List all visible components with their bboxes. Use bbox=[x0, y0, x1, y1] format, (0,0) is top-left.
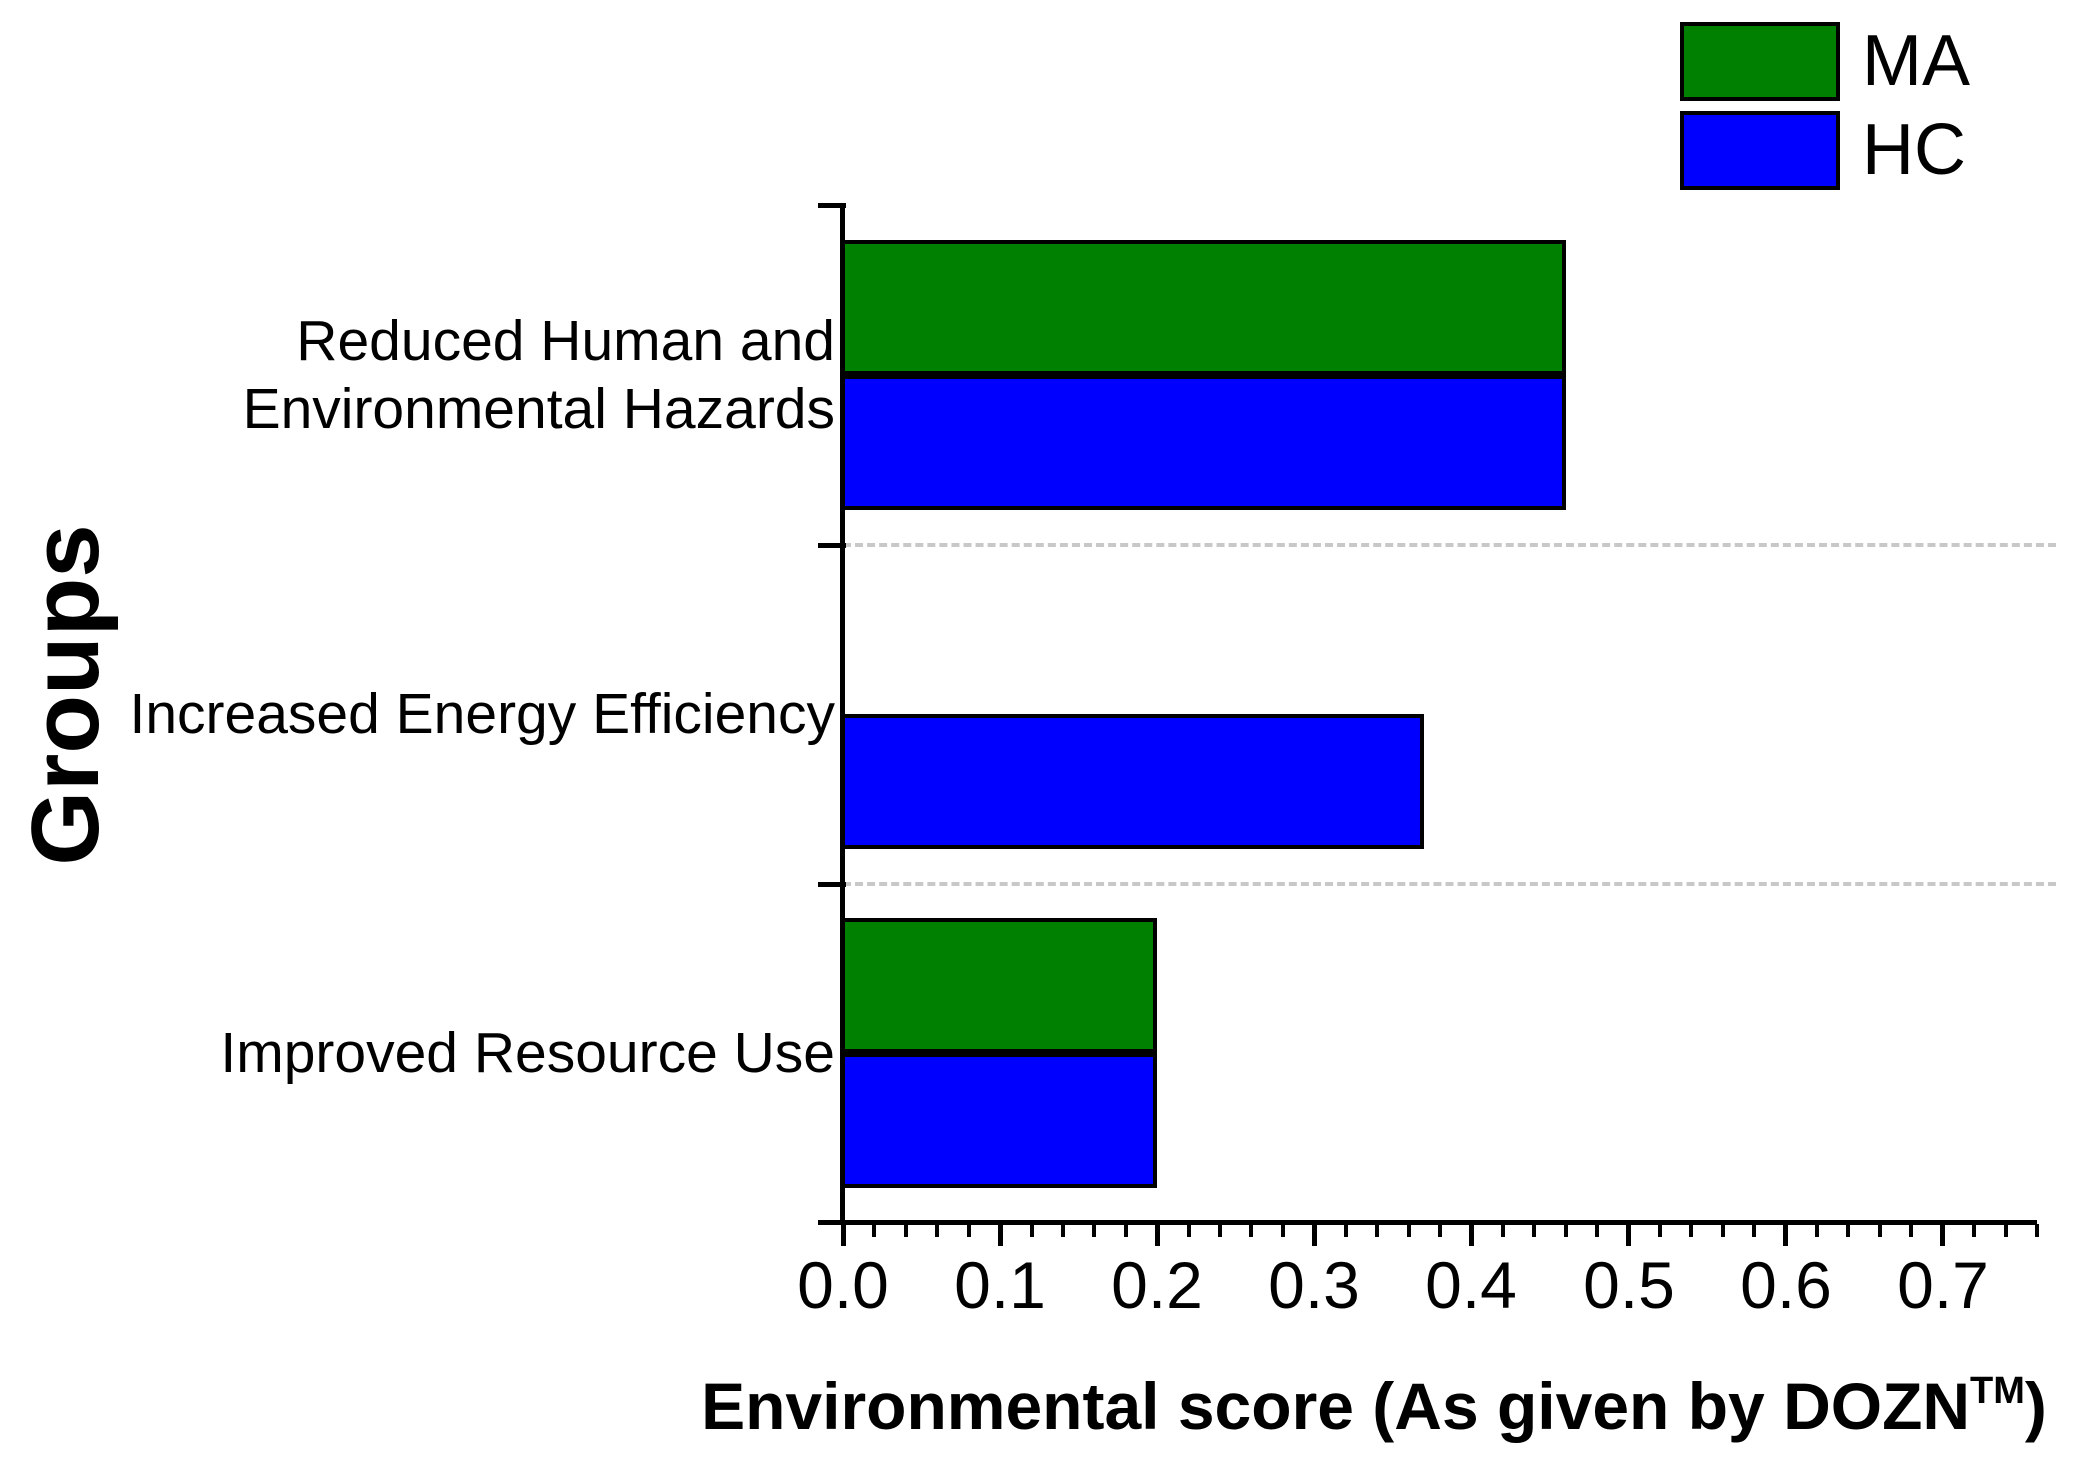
category-label-group2: Increased Energy Efficiency bbox=[0, 680, 836, 748]
y-axis-title: Groups bbox=[12, 524, 119, 866]
x-axis-minor-tick bbox=[1595, 1224, 1599, 1237]
gridline bbox=[843, 543, 2056, 547]
x-tick-label: 0.4 bbox=[1425, 1248, 1517, 1322]
category-label-line: Improved Resource Use bbox=[220, 1021, 835, 1085]
x-axis-minor-tick bbox=[1878, 1224, 1882, 1237]
x-axis-minor-tick bbox=[1721, 1224, 1725, 1237]
x-axis-minor-tick bbox=[1846, 1224, 1850, 1237]
x-axis-minor-tick bbox=[1501, 1224, 1505, 1237]
x-axis-minor-tick bbox=[872, 1224, 876, 1237]
x-axis-major-tick bbox=[1940, 1224, 1945, 1246]
category-label-line: Environmental Hazards bbox=[242, 377, 835, 441]
legend-swatch-hc bbox=[1680, 110, 1840, 190]
x-axis-major-tick bbox=[1469, 1224, 1474, 1246]
x-axis-minor-tick bbox=[2035, 1224, 2039, 1237]
bar-ma-group1 bbox=[841, 240, 1566, 375]
bar-ma-group3 bbox=[841, 918, 1157, 1053]
x-axis-minor-tick bbox=[1030, 1224, 1034, 1237]
bar-hc-group1 bbox=[841, 375, 1566, 510]
category-label-group3: Improved Resource Use bbox=[0, 1019, 835, 1087]
x-axis-minor-tick bbox=[1815, 1224, 1819, 1237]
legend-label: MA bbox=[1862, 21, 1970, 101]
x-axis-minor-tick bbox=[1438, 1224, 1442, 1237]
legend-swatch-ma bbox=[1680, 21, 1840, 101]
trademark-superscript: TM bbox=[1970, 1370, 2025, 1412]
x-axis-minor-tick bbox=[1218, 1224, 1222, 1237]
x-axis-minor-tick bbox=[1281, 1224, 1285, 1237]
x-tick-label: 0.5 bbox=[1583, 1248, 1675, 1322]
x-tick-label: 0.3 bbox=[1268, 1248, 1360, 1322]
y-axis-tick bbox=[818, 1220, 846, 1225]
x-axis-minor-tick bbox=[967, 1224, 971, 1237]
x-axis-minor-tick bbox=[935, 1224, 939, 1237]
x-axis-minor-tick bbox=[1909, 1224, 1913, 1237]
gridline bbox=[843, 882, 2056, 886]
y-axis-line bbox=[840, 205, 845, 1225]
x-tick-label: 0.2 bbox=[1111, 1248, 1203, 1322]
legend-item-ma: MA bbox=[1680, 21, 1970, 101]
category-label-group1: Reduced Human and Environmental Hazards bbox=[0, 307, 835, 443]
x-tick-label: 0.6 bbox=[1740, 1248, 1832, 1322]
bar-hc-group3 bbox=[841, 1053, 1157, 1188]
x-axis-minor-tick bbox=[1532, 1224, 1536, 1237]
x-axis-minor-tick bbox=[1375, 1224, 1379, 1237]
x-axis-minor-tick bbox=[1344, 1224, 1348, 1237]
x-axis-minor-tick bbox=[1249, 1224, 1253, 1237]
x-axis-title-text: Environmental score (As given by DOZN bbox=[701, 1369, 1971, 1443]
x-axis-major-tick bbox=[1626, 1224, 1631, 1246]
x-axis-minor-tick bbox=[2004, 1224, 2008, 1237]
x-axis-line bbox=[840, 1220, 2037, 1225]
x-tick-label: 0.0 bbox=[797, 1248, 889, 1322]
x-axis-minor-tick bbox=[1564, 1224, 1568, 1237]
x-axis-major-tick bbox=[1155, 1224, 1160, 1246]
x-axis-minor-tick bbox=[904, 1224, 908, 1237]
x-tick-label: 0.7 bbox=[1897, 1248, 1989, 1322]
legend-item-hc: HC bbox=[1680, 110, 1970, 190]
x-axis-major-tick bbox=[1312, 1224, 1317, 1246]
x-axis-minor-tick bbox=[1689, 1224, 1693, 1237]
x-axis-minor-tick bbox=[1752, 1224, 1756, 1237]
x-axis-minor-tick bbox=[1092, 1224, 1096, 1237]
x-axis-minor-tick bbox=[1407, 1224, 1411, 1237]
legend: MA HC bbox=[1680, 21, 1970, 199]
x-axis-minor-tick bbox=[1187, 1224, 1191, 1237]
category-label-line: Reduced Human and bbox=[296, 309, 835, 373]
x-axis-major-tick bbox=[841, 1224, 846, 1246]
legend-label: HC bbox=[1862, 110, 1966, 190]
x-axis-minor-tick bbox=[1658, 1224, 1662, 1237]
x-axis-title-suffix: ) bbox=[2024, 1369, 2047, 1443]
x-axis-major-tick bbox=[998, 1224, 1003, 1246]
y-axis-tick bbox=[818, 203, 846, 208]
x-axis-minor-tick bbox=[1124, 1224, 1128, 1237]
x-axis-major-tick bbox=[1783, 1224, 1788, 1246]
bar-hc-group2 bbox=[841, 714, 1424, 849]
y-axis-tick bbox=[818, 543, 846, 548]
category-label-line: Increased Energy Efficiency bbox=[129, 682, 836, 746]
x-axis-title: Environmental score (As given by DOZNTM) bbox=[701, 1350, 2047, 1447]
x-axis-minor-tick bbox=[1972, 1224, 1976, 1237]
x-tick-label: 0.1 bbox=[954, 1248, 1046, 1322]
x-axis-minor-tick bbox=[1061, 1224, 1065, 1237]
y-axis-tick bbox=[818, 882, 846, 887]
